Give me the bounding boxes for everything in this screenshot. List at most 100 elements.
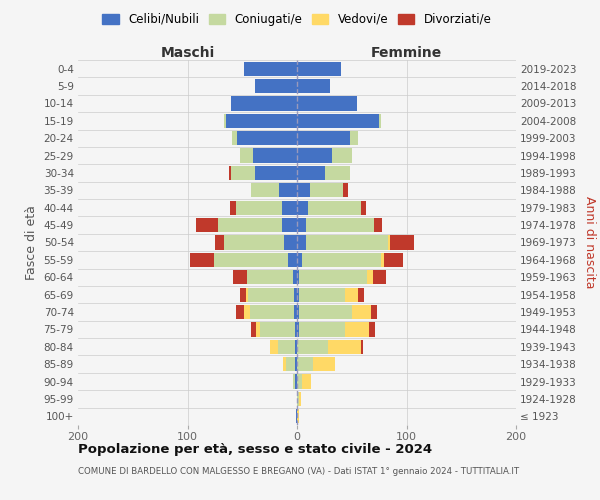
Bar — [296, 409, 297, 424]
Bar — [232, 131, 237, 146]
Y-axis label: Fasce di età: Fasce di età — [25, 205, 38, 280]
Bar — [251, 322, 256, 336]
Bar — [190, 253, 214, 267]
Bar — [297, 357, 313, 372]
Bar — [374, 218, 382, 232]
Bar — [297, 270, 299, 284]
Bar — [286, 357, 295, 372]
Bar — [367, 270, 373, 284]
Bar — [240, 288, 245, 302]
Bar — [236, 200, 281, 215]
Bar — [297, 305, 299, 319]
Bar — [297, 79, 330, 93]
Text: Femmine: Femmine — [371, 46, 442, 60]
Bar — [297, 374, 302, 388]
Bar — [247, 270, 293, 284]
Bar — [215, 236, 224, 250]
Bar — [361, 200, 366, 215]
Bar — [248, 288, 294, 302]
Bar — [302, 374, 311, 388]
Bar — [297, 183, 310, 198]
Bar — [294, 288, 297, 302]
Text: Popolazione per età, sesso e stato civile - 2024: Popolazione per età, sesso e stato civil… — [78, 442, 432, 456]
Bar — [361, 340, 362, 354]
Bar — [297, 236, 306, 250]
Bar — [232, 166, 256, 180]
Bar — [295, 340, 297, 354]
Bar — [283, 357, 286, 372]
Bar — [352, 305, 371, 319]
Bar — [343, 183, 349, 198]
Bar — [245, 288, 248, 302]
Bar — [297, 218, 306, 232]
Bar — [297, 200, 308, 215]
Bar — [218, 218, 281, 232]
Bar — [299, 322, 345, 336]
Bar — [297, 62, 341, 76]
Bar — [251, 183, 280, 198]
Bar — [244, 305, 250, 319]
Bar — [345, 322, 369, 336]
Bar — [288, 253, 297, 267]
Bar — [332, 148, 352, 162]
Bar — [302, 253, 382, 267]
Bar — [230, 200, 236, 215]
Bar — [295, 374, 297, 388]
Bar — [232, 96, 297, 110]
Bar — [297, 409, 299, 424]
Bar — [297, 322, 299, 336]
Bar — [250, 305, 294, 319]
Bar — [299, 270, 367, 284]
Bar — [295, 322, 297, 336]
Bar — [297, 340, 328, 354]
Bar — [297, 392, 299, 406]
Bar — [240, 148, 253, 162]
Bar — [253, 148, 297, 162]
Bar — [269, 340, 278, 354]
Bar — [214, 253, 288, 267]
Bar — [297, 96, 357, 110]
Bar — [379, 114, 382, 128]
Legend: Celibi/Nubili, Coniugati/e, Vedovi/e, Divorziati/e: Celibi/Nubili, Coniugati/e, Vedovi/e, Di… — [98, 10, 496, 29]
Bar — [196, 218, 218, 232]
Bar — [229, 166, 232, 180]
Bar — [224, 114, 226, 128]
Bar — [369, 322, 375, 336]
Bar — [328, 340, 361, 354]
Bar — [297, 253, 302, 267]
Bar — [388, 236, 390, 250]
Bar — [237, 131, 297, 146]
Bar — [371, 305, 377, 319]
Bar — [382, 253, 383, 267]
Text: Maschi: Maschi — [160, 46, 215, 60]
Bar — [281, 218, 297, 232]
Bar — [281, 200, 297, 215]
Bar — [293, 270, 297, 284]
Bar — [294, 305, 297, 319]
Bar — [256, 79, 297, 93]
Bar — [244, 62, 297, 76]
Bar — [297, 131, 350, 146]
Bar — [313, 357, 335, 372]
Bar — [297, 288, 299, 302]
Bar — [226, 114, 297, 128]
Bar — [278, 340, 295, 354]
Bar — [256, 166, 297, 180]
Bar — [297, 148, 332, 162]
Bar — [284, 236, 297, 250]
Bar — [299, 288, 345, 302]
Bar — [325, 166, 350, 180]
Bar — [293, 374, 295, 388]
Bar — [345, 288, 358, 302]
Bar — [390, 236, 414, 250]
Bar — [297, 114, 379, 128]
Bar — [383, 253, 403, 267]
Y-axis label: Anni di nascita: Anni di nascita — [583, 196, 596, 289]
Bar — [310, 183, 343, 198]
Bar — [308, 200, 361, 215]
Bar — [299, 392, 301, 406]
Bar — [350, 131, 358, 146]
Bar — [306, 236, 388, 250]
Text: COMUNE DI BARDELLO CON MALGESSO E BREGANO (VA) - Dati ISTAT 1° gennaio 2024 - TU: COMUNE DI BARDELLO CON MALGESSO E BREGAN… — [78, 467, 519, 476]
Bar — [233, 270, 247, 284]
